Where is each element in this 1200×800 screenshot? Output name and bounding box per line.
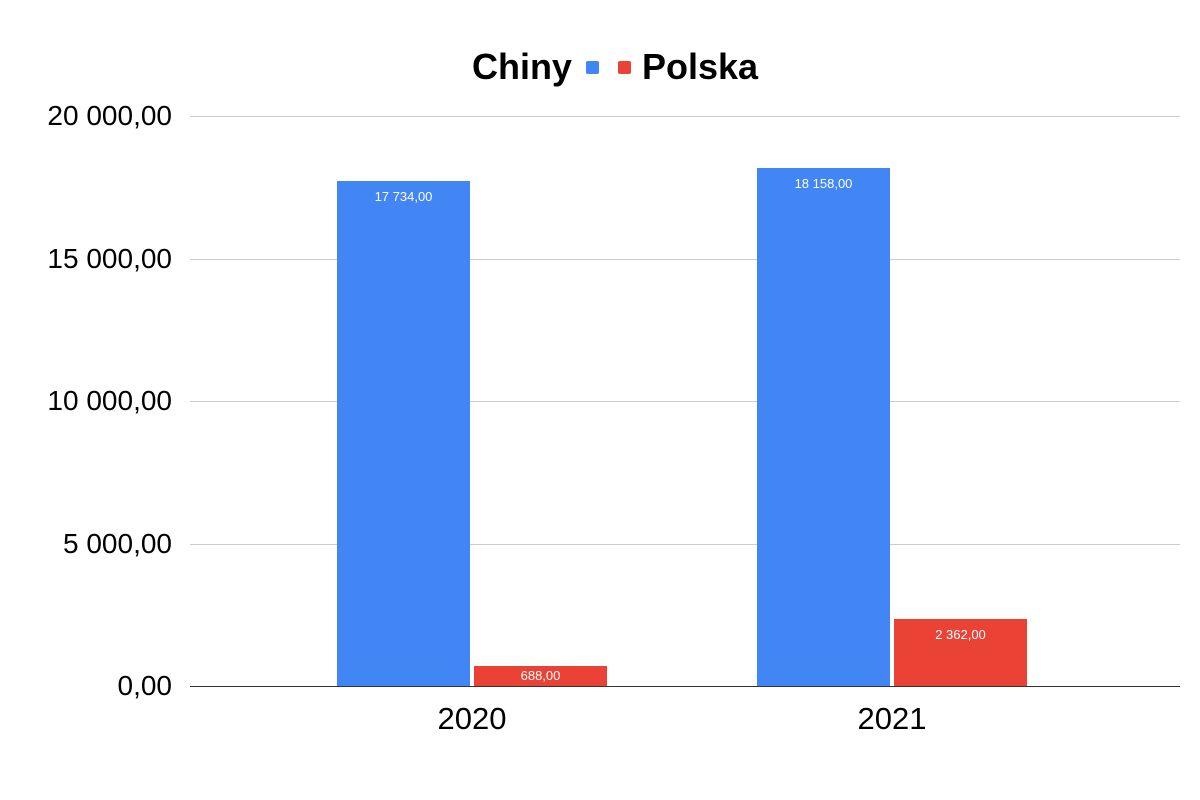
y-axis-tick-label: 20 000,00 <box>47 100 172 131</box>
x-axis-category-label-2020: 2020 <box>437 701 507 736</box>
bar-chiny-2020: 17 734,00 <box>337 181 470 686</box>
gridline <box>190 259 1180 260</box>
y-axis-tick-label: 15 000,00 <box>47 243 172 274</box>
bar-value-label: 18 158,00 <box>794 176 853 191</box>
y-axis-tick-label: 5 000,00 <box>63 528 172 559</box>
legend-label-chiny: Chiny <box>471 46 572 87</box>
legend-swatch-polska-icon <box>617 60 631 74</box>
legend-swatch-chiny-icon <box>585 60 599 74</box>
x-axis-category-label-2021: 2021 <box>857 701 927 736</box>
bar-value-label: 17 734,00 <box>374 189 433 204</box>
bar-polska-2020: 688,00 <box>474 666 607 686</box>
y-axis-tick-label: 10 000,00 <box>47 385 172 416</box>
y-axis-tick-label: 0,00 <box>117 670 173 701</box>
gridline <box>190 116 1180 117</box>
gridline <box>190 401 1180 402</box>
bar-value-label: 688,00 <box>520 668 561 683</box>
bar-chiny-2021: 18 158,00 <box>757 168 890 686</box>
bar-value-label: 2 362,00 <box>935 627 986 642</box>
legend-label-polska: Polska <box>641 46 759 87</box>
bar-polska-2021: 2 362,00 <box>894 619 1027 686</box>
x-axis-baseline <box>190 686 1180 687</box>
chart-legend: Chiny Polska <box>15 44 1200 90</box>
gridline <box>190 544 1180 545</box>
